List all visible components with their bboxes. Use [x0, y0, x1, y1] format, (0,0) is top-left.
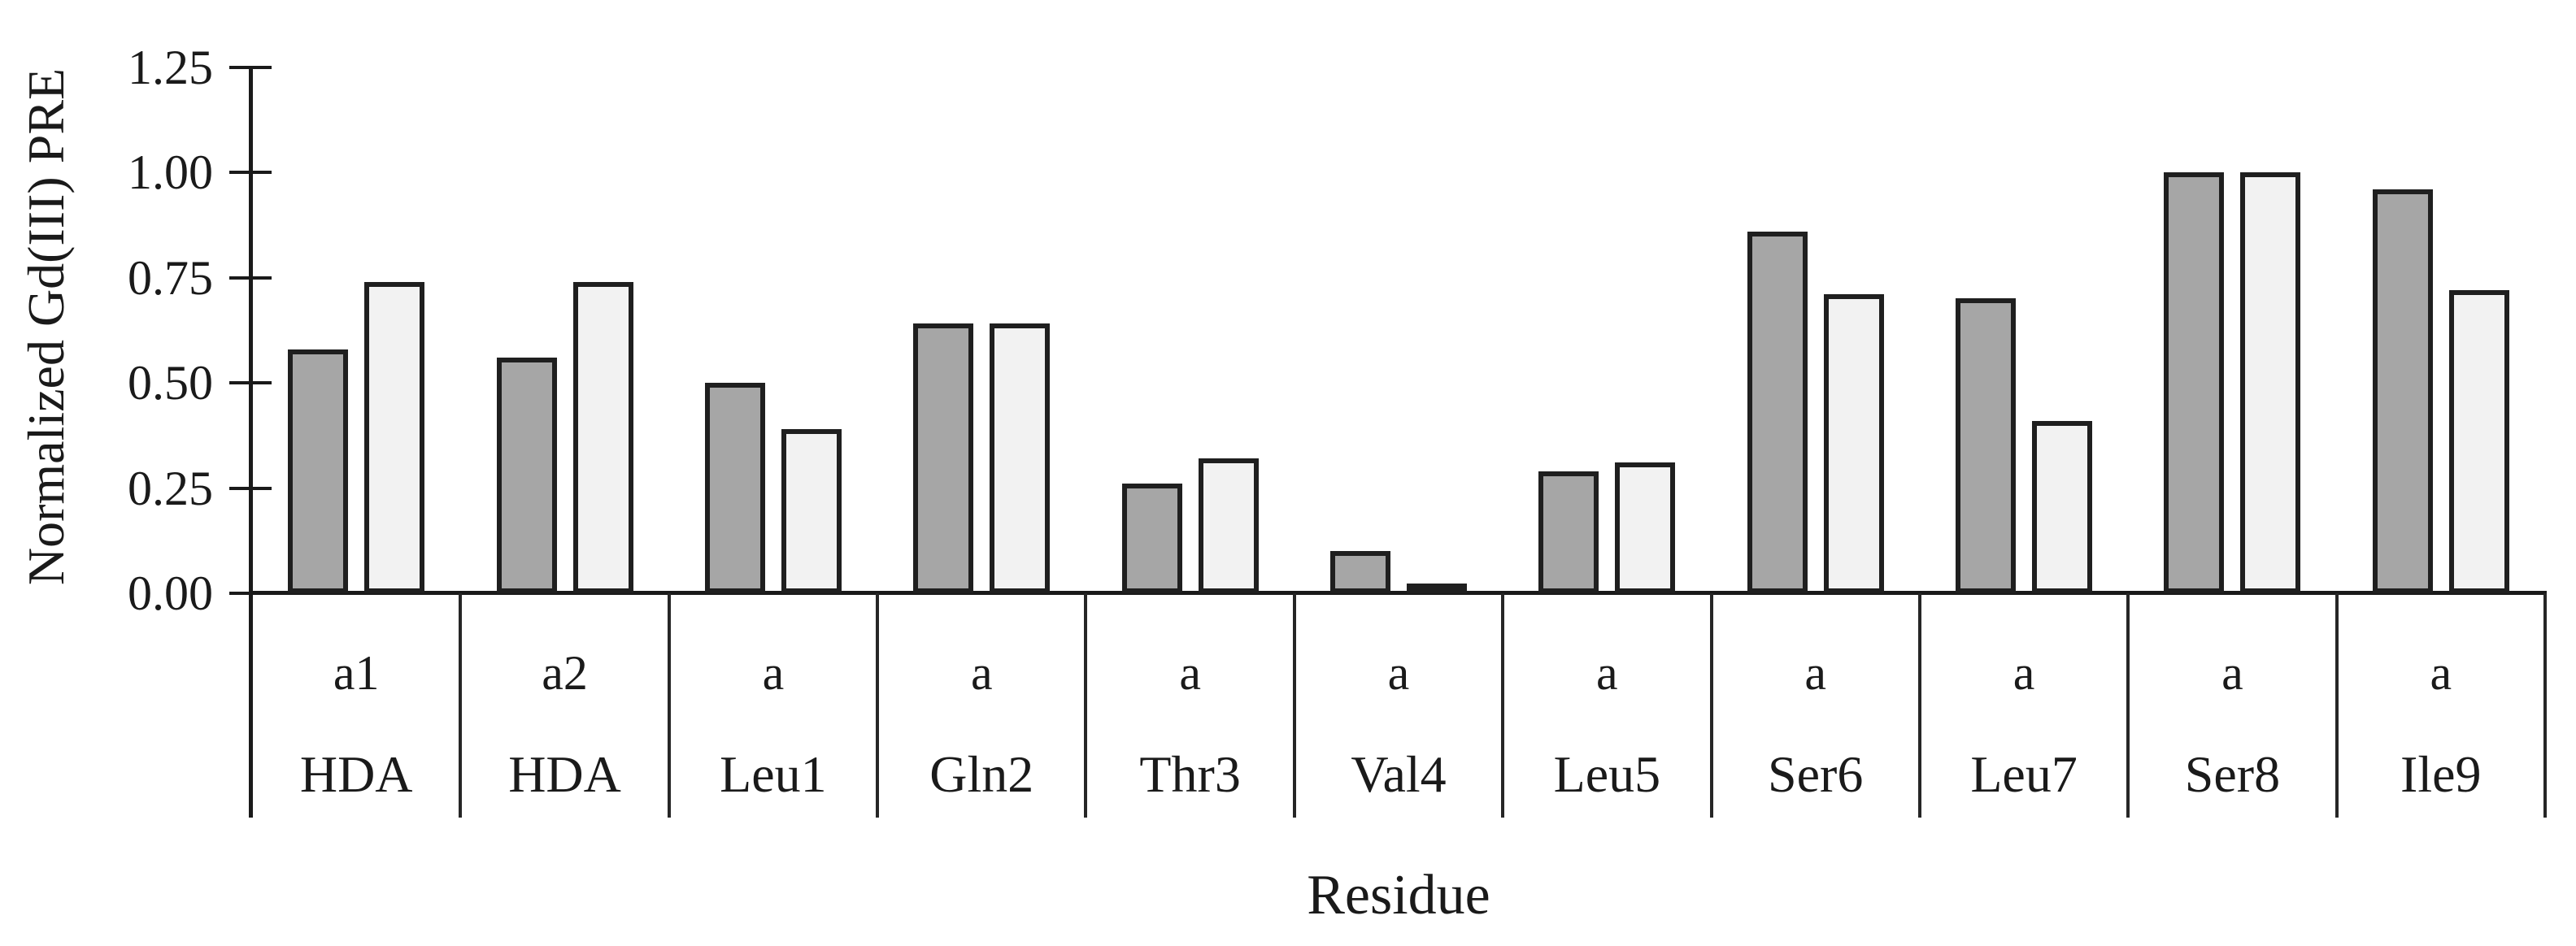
y-tick-label: 0.50: [128, 356, 213, 410]
bar-light-gray-leu5: [1615, 462, 1676, 593]
bar-dark-gray-hda: [496, 357, 557, 593]
x-axis-title: Residue: [1307, 864, 1490, 926]
category-divider: [1501, 593, 1505, 818]
bar-dark-gray-thr3: [1121, 484, 1182, 593]
bar-dark-gray-leu7: [1956, 298, 2017, 593]
y-tick-mark: [229, 486, 272, 490]
category-proton-label: a: [2221, 646, 2243, 700]
y-tick-label: 0.75: [128, 250, 213, 305]
category-proton-label: a: [2430, 646, 2452, 700]
category-divider: [1292, 593, 1296, 818]
category-divider: [667, 593, 671, 818]
category-residue-label: Thr3: [1139, 745, 1241, 803]
category-residue-label: Ser8: [2184, 745, 2281, 803]
category-divider: [459, 593, 463, 818]
y-tick-mark: [229, 65, 272, 69]
bar-dark-gray-leu1: [704, 383, 765, 593]
y-tick-label: 1.00: [128, 145, 213, 199]
category-divider: [2334, 593, 2339, 818]
category-divider: [876, 593, 880, 818]
y-tick-label: 0.00: [128, 566, 213, 620]
bar-light-gray-ser6: [1823, 294, 1884, 593]
y-tick-label: 1.25: [128, 40, 213, 94]
bar-dark-gray-val4: [1330, 551, 1390, 593]
category-proton-label: a: [1596, 646, 1618, 700]
category-divider: [2543, 593, 2547, 818]
category-proton-label: a: [1179, 646, 1201, 700]
category-proton-label: a1: [333, 646, 380, 700]
category-divider: [1709, 593, 1713, 818]
category-residue-label: Leu5: [1553, 745, 1661, 803]
category-residue-label: Val4: [1351, 745, 1447, 803]
category-residue-label: Leu1: [720, 745, 827, 803]
category-residue-label: Leu7: [1970, 745, 2078, 803]
category-divider: [2126, 593, 2130, 818]
y-tick-mark: [229, 171, 272, 174]
bar-light-gray-ile9: [2448, 290, 2509, 593]
category-residue-label: Ile9: [2400, 745, 2482, 803]
bar-dark-gray-leu5: [1538, 471, 1599, 593]
category-proton-label: a: [1387, 646, 1410, 700]
bar-light-gray-leu1: [781, 428, 842, 593]
bar-dark-gray-hda: [288, 349, 349, 593]
bar-light-gray-leu7: [2032, 420, 2093, 593]
category-residue-label: Gln2: [929, 745, 1034, 803]
category-divider: [1084, 593, 1088, 818]
bar-dark-gray-gln2: [913, 323, 974, 593]
category-proton-label: a: [762, 646, 785, 700]
y-axis-line: [249, 65, 253, 818]
y-tick-label: 0.25: [128, 461, 213, 515]
bar-dark-gray-ser6: [1747, 231, 1808, 593]
y-tick-mark: [229, 276, 272, 280]
bar-dark-gray-ser8: [2164, 172, 2225, 593]
bar-light-gray-ser8: [2240, 172, 2301, 593]
bar-light-gray-thr3: [1198, 458, 1259, 593]
x-axis-line: [249, 591, 2547, 595]
bar-light-gray-val4: [1407, 584, 1467, 593]
category-proton-label: a: [2012, 646, 2035, 700]
bar-light-gray-gln2: [990, 323, 1051, 593]
bar-dark-gray-ile9: [2372, 189, 2433, 593]
category-divider: [1917, 593, 1921, 818]
category-proton-label: a: [970, 646, 993, 700]
y-tick-mark: [229, 381, 272, 384]
category-residue-label: Ser6: [1768, 745, 1864, 803]
bar-light-gray-hda: [572, 281, 633, 593]
category-proton-label: a: [1804, 646, 1827, 700]
category-residue-label: HDA: [508, 745, 621, 803]
category-residue-label: HDA: [299, 745, 413, 803]
bar-light-gray-hda: [364, 281, 425, 593]
category-proton-label: a2: [542, 646, 588, 700]
